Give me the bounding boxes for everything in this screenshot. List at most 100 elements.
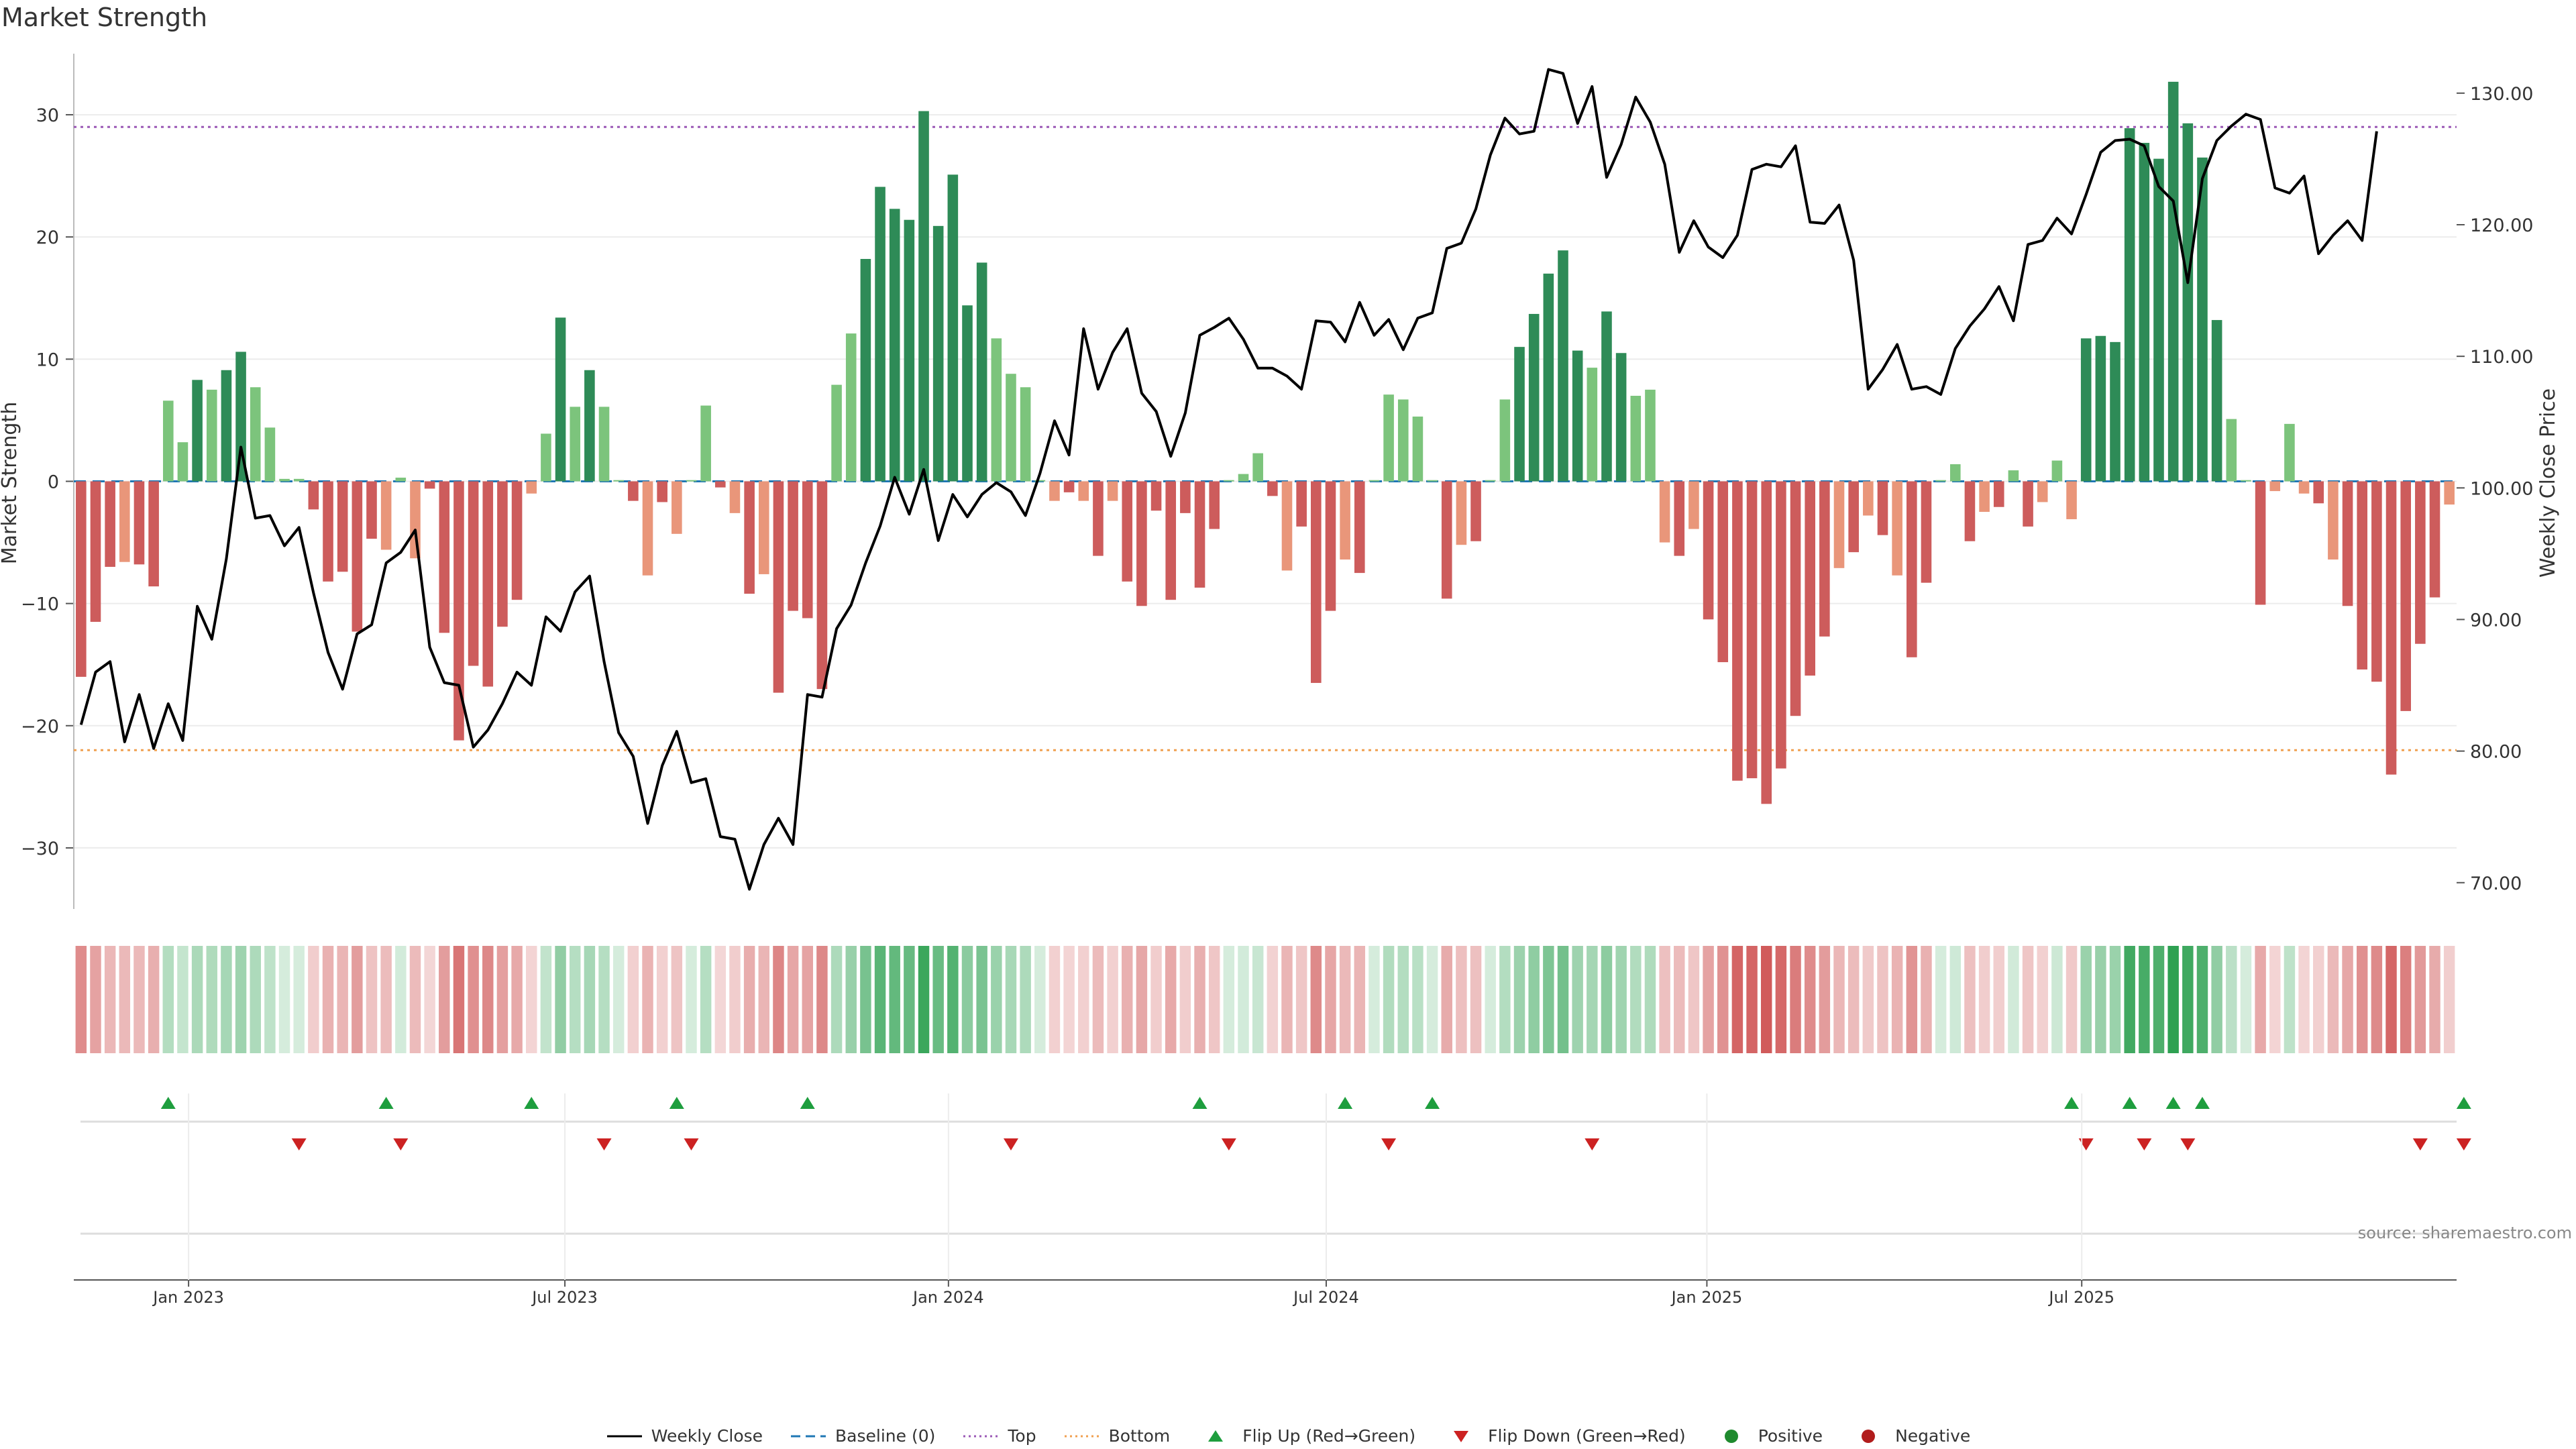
flip-down-marker <box>291 1138 307 1150</box>
strength-bar <box>1006 374 1016 482</box>
heat-cell <box>845 946 857 1053</box>
strength-bar <box>570 407 581 482</box>
heat-cell <box>2037 946 2048 1053</box>
heat-cell <box>1906 946 1918 1053</box>
heat-cell <box>1426 946 1438 1053</box>
heat-cell <box>1150 946 1162 1053</box>
dotted-line-icon <box>1064 1435 1099 1437</box>
y-tick-label: 30 <box>36 105 59 126</box>
heat-cell <box>2051 946 2063 1053</box>
strength-bar <box>816 481 828 690</box>
heat-strip <box>75 946 2455 1053</box>
heat-cell <box>1368 946 1380 1053</box>
strength-bar <box>1805 481 1815 676</box>
heat-cell <box>816 946 828 1053</box>
heat-cell <box>2342 946 2353 1053</box>
strength-bar <box>1470 481 1481 541</box>
heat-cell <box>671 946 683 1053</box>
heat-cell <box>1615 946 1627 1053</box>
heat-cell <box>2298 946 2310 1053</box>
strength-bar <box>2400 481 2411 711</box>
heat-cell <box>1107 946 1118 1053</box>
strength-bar <box>2444 481 2455 505</box>
strength-bar <box>511 481 523 600</box>
heat-cell <box>2153 946 2165 1053</box>
strength-bar <box>2269 481 2281 492</box>
axes: 30 20 10 0 −10 −20 −30 130.00 120.00 110.00 100.00… <box>21 54 2533 909</box>
strength-bar <box>875 186 885 482</box>
heat-cell <box>1978 946 1990 1053</box>
strength-bar <box>206 389 217 482</box>
heat-cell <box>1760 946 1772 1053</box>
strength-bar <box>250 387 261 482</box>
heat-cell <box>1731 946 1743 1053</box>
y-tick-label: −30 <box>21 839 59 859</box>
heat-cell <box>569 946 581 1053</box>
heat-cell <box>104 946 116 1053</box>
heat-cell <box>860 946 871 1053</box>
strength-bar <box>831 384 842 482</box>
heat-cell <box>2371 946 2383 1053</box>
flip-up-marker <box>2122 1097 2137 1109</box>
strength-bar <box>2037 481 2048 502</box>
strength-bar <box>642 481 653 576</box>
price-line-group <box>79 68 2378 891</box>
strength-bar <box>2080 338 2092 482</box>
heat-cell <box>1717 946 1729 1053</box>
strength-bar <box>1587 368 1598 482</box>
strength-bar <box>1354 481 1365 574</box>
strength-bar <box>2298 481 2310 494</box>
heat-cell <box>1397 946 1409 1053</box>
flip-down-marker <box>2078 1138 2094 1150</box>
flip-down-marker <box>1381 1138 1397 1150</box>
heat-cell <box>1441 946 1452 1053</box>
heat-cell <box>1354 946 1366 1053</box>
y2-tick-label: 90.00 <box>2470 610 2522 631</box>
heat-cell <box>555 946 566 1053</box>
heat-cell <box>947 946 959 1053</box>
heat-cell <box>119 946 131 1053</box>
strength-bar <box>410 481 421 559</box>
strength-bar <box>148 481 159 587</box>
strength-bar <box>744 481 755 594</box>
heat-cell <box>1223 946 1235 1053</box>
heat-cell <box>1601 946 1613 1053</box>
strength-bar <box>1601 311 1612 482</box>
circle-icon <box>1862 1429 1876 1443</box>
heat-cell <box>2139 946 2150 1053</box>
heat-cell <box>918 946 930 1053</box>
strength-bar <box>918 111 929 482</box>
strength-bar <box>2328 481 2339 560</box>
strength-bar <box>439 481 450 633</box>
strength-bar <box>177 442 189 482</box>
strength-bar <box>1717 481 1729 663</box>
y2-tick-label: 120.00 <box>2470 215 2533 236</box>
strength-bar <box>2051 460 2063 482</box>
heat-cell <box>1557 946 1569 1053</box>
strength-bar <box>889 209 900 482</box>
heat-cell <box>627 946 639 1053</box>
x-tick-label: Jan 2025 <box>1670 1288 1743 1307</box>
strength-bar <box>860 259 871 482</box>
strength-bar <box>584 370 595 482</box>
strength-bar <box>1907 481 1917 657</box>
heat-cell <box>714 946 727 1053</box>
heat-cell <box>2269 946 2281 1053</box>
strength-bar <box>1311 481 1322 684</box>
strength-bar <box>1397 399 1409 482</box>
heat-cell <box>1456 946 1467 1053</box>
y2-tick-label: 110.00 <box>2470 347 2533 368</box>
heat-cell <box>1034 946 1046 1053</box>
heat-cell <box>1921 946 1932 1053</box>
heat-cell <box>1833 946 1845 1053</box>
heat-cell <box>1877 946 1888 1053</box>
strength-bar <box>1776 481 1786 769</box>
x-tick-label: Jul 2023 <box>531 1288 598 1307</box>
strength-bar <box>1993 481 2004 507</box>
heat-cell <box>1862 946 1874 1053</box>
strength-bar <box>2095 335 2106 482</box>
heat-cell <box>278 946 290 1053</box>
flip-up-marker <box>800 1097 815 1109</box>
heat-cell <box>90 946 101 1053</box>
heat-cell <box>1194 946 1205 1053</box>
